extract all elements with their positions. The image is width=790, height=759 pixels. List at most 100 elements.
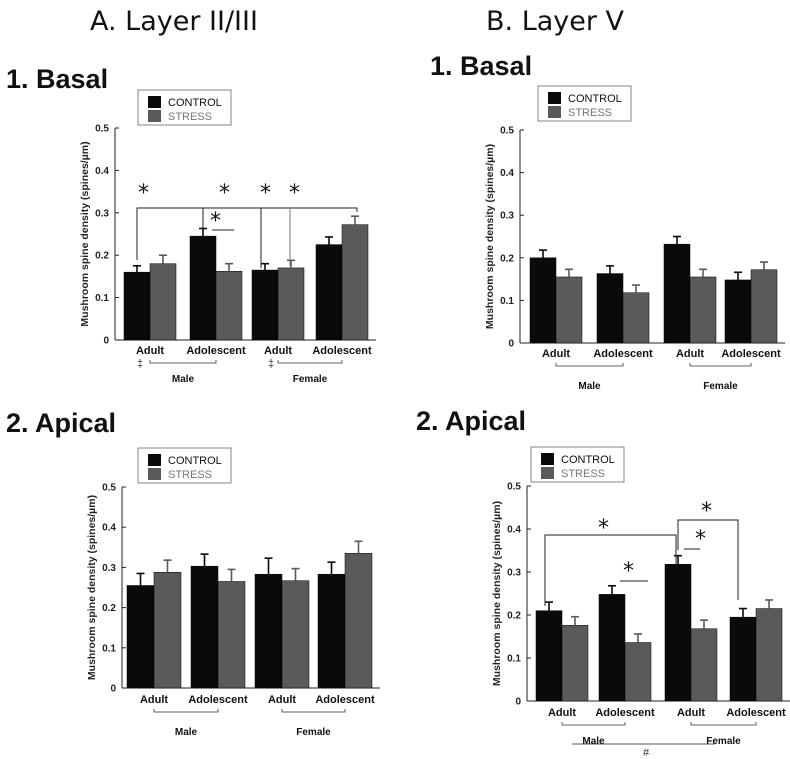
group-bracket xyxy=(281,709,346,713)
legend-swatch-stress xyxy=(148,468,161,480)
y-tick-label: 0.3 xyxy=(500,211,514,222)
bar-control xyxy=(123,271,151,341)
bar-stress xyxy=(561,625,589,702)
category-label: Adult xyxy=(548,707,576,719)
y-tick-label: 0.4 xyxy=(507,525,521,536)
group-label: Male xyxy=(172,374,195,385)
category-label: Adolescent xyxy=(315,694,375,706)
panel-a2-title: 2. Apical xyxy=(6,408,116,438)
legend-label-stress: STRESS xyxy=(561,468,605,480)
panel-b2-title: 2. Apical xyxy=(416,406,526,436)
y-tick-label: 0 xyxy=(508,339,514,350)
chart-layer5-basal: 0 0.1 0.2 0.3 0.4 0.5 Mushroom spine density (… xyxy=(484,85,785,392)
category-label: Adult xyxy=(677,707,705,719)
significance-star: * xyxy=(289,181,300,206)
significance-bracket xyxy=(677,519,739,600)
category-label: Adult xyxy=(140,694,168,706)
column-title-b: B. Layer V xyxy=(486,6,625,37)
y-tick-label: 0.5 xyxy=(102,483,116,494)
y-tick-label: 0.2 xyxy=(507,611,521,622)
group-bracket xyxy=(153,709,219,713)
bar-stress xyxy=(690,628,718,702)
bar-control xyxy=(729,616,757,702)
bar-control xyxy=(664,564,692,702)
y-tick-label: 0 xyxy=(103,336,109,347)
group-label: Male xyxy=(578,381,601,392)
y-axis-label: Mushroom spine density (spines/µm) xyxy=(86,495,98,680)
bar-stress xyxy=(622,292,650,344)
bar-control xyxy=(535,610,563,702)
group-bracket xyxy=(689,363,752,367)
significance-bracket xyxy=(136,207,358,260)
y-tick-label: 0.4 xyxy=(95,166,109,177)
y-tick-label: 0.2 xyxy=(102,603,116,614)
y-tick-label: 0 xyxy=(110,684,116,695)
y-tick-label: 0.2 xyxy=(95,251,109,262)
legend-swatch-stress xyxy=(148,110,161,122)
legend-label-control: CONTROL xyxy=(168,97,222,109)
category-label: Adult xyxy=(676,348,704,360)
y-tick-label: 0.1 xyxy=(507,654,521,665)
y-tick-label: 0.3 xyxy=(102,563,116,574)
legend-swatch-control xyxy=(148,454,161,466)
bar-control xyxy=(596,273,624,344)
bar-control xyxy=(190,565,219,689)
y-tick-label: 0.5 xyxy=(500,126,514,137)
legend-swatch-stress xyxy=(548,106,561,118)
bar-stress xyxy=(149,263,177,341)
y-tick-label: 0.3 xyxy=(95,208,109,219)
bar-control xyxy=(724,279,752,344)
category-label: Adolescent xyxy=(593,348,653,360)
group-bracket xyxy=(277,360,343,364)
chart-layer23-basal: 0 0.1 0.2 0.3 0.4 0.5 Mushroom spine density (… xyxy=(79,89,376,385)
bar-control xyxy=(254,573,283,689)
bar-stress xyxy=(281,580,310,689)
y-tick-label: 0.5 xyxy=(507,482,521,493)
y-tick-label: 0.3 xyxy=(507,568,521,579)
legend-label-stress: STRESS xyxy=(168,469,212,481)
bar-control xyxy=(126,585,155,689)
bar-control xyxy=(529,257,557,344)
significance-mark: # xyxy=(643,747,650,759)
bar-stress xyxy=(555,276,583,344)
y-axis-label: Mushroom spine density (spines/µm) xyxy=(484,144,496,329)
y-tick-label: 0.1 xyxy=(95,293,109,304)
panel-a1-title: 1. Basal xyxy=(6,64,108,94)
bar-stress xyxy=(689,276,717,344)
bar-stress xyxy=(215,271,243,341)
bar-control xyxy=(663,243,691,344)
bar-stress xyxy=(341,224,369,341)
group-bracket xyxy=(561,722,626,726)
group-bracket xyxy=(555,363,624,367)
y-tick-label: 0.5 xyxy=(95,124,109,135)
legend-swatch-stress xyxy=(541,467,554,479)
category-label: Adolescent xyxy=(188,694,248,706)
significance-star: * xyxy=(598,516,609,541)
bar-stress xyxy=(750,269,778,344)
bar-stress xyxy=(755,608,783,702)
significance-star: * xyxy=(701,499,712,524)
y-tick-label: 0.1 xyxy=(500,296,514,307)
significance-star: * xyxy=(623,559,634,584)
group-bracket xyxy=(149,360,217,364)
significance-mark: ‡ xyxy=(137,358,143,370)
significance-star: * xyxy=(260,181,271,206)
category-label: Adolescent xyxy=(721,348,781,360)
legend-label-stress: STRESS xyxy=(168,111,212,123)
category-label: Adolescent xyxy=(726,707,786,719)
y-tick-label: 0.2 xyxy=(500,253,514,264)
group-bracket xyxy=(690,722,757,726)
legend-swatch-control xyxy=(548,92,561,104)
group-label: Female xyxy=(293,374,328,385)
significance-star: * xyxy=(138,181,149,206)
bar-control xyxy=(189,235,217,341)
y-tick-label: 0.1 xyxy=(102,643,116,654)
category-label: Adolescent xyxy=(186,345,246,357)
significance-star: * xyxy=(219,181,230,206)
significance-mark: ‡ xyxy=(268,358,274,370)
group-label: Male xyxy=(175,727,198,738)
legend-label-control: CONTROL xyxy=(168,455,222,467)
category-label: Adolescent xyxy=(312,345,372,357)
legend-label-control: CONTROL xyxy=(568,93,622,105)
